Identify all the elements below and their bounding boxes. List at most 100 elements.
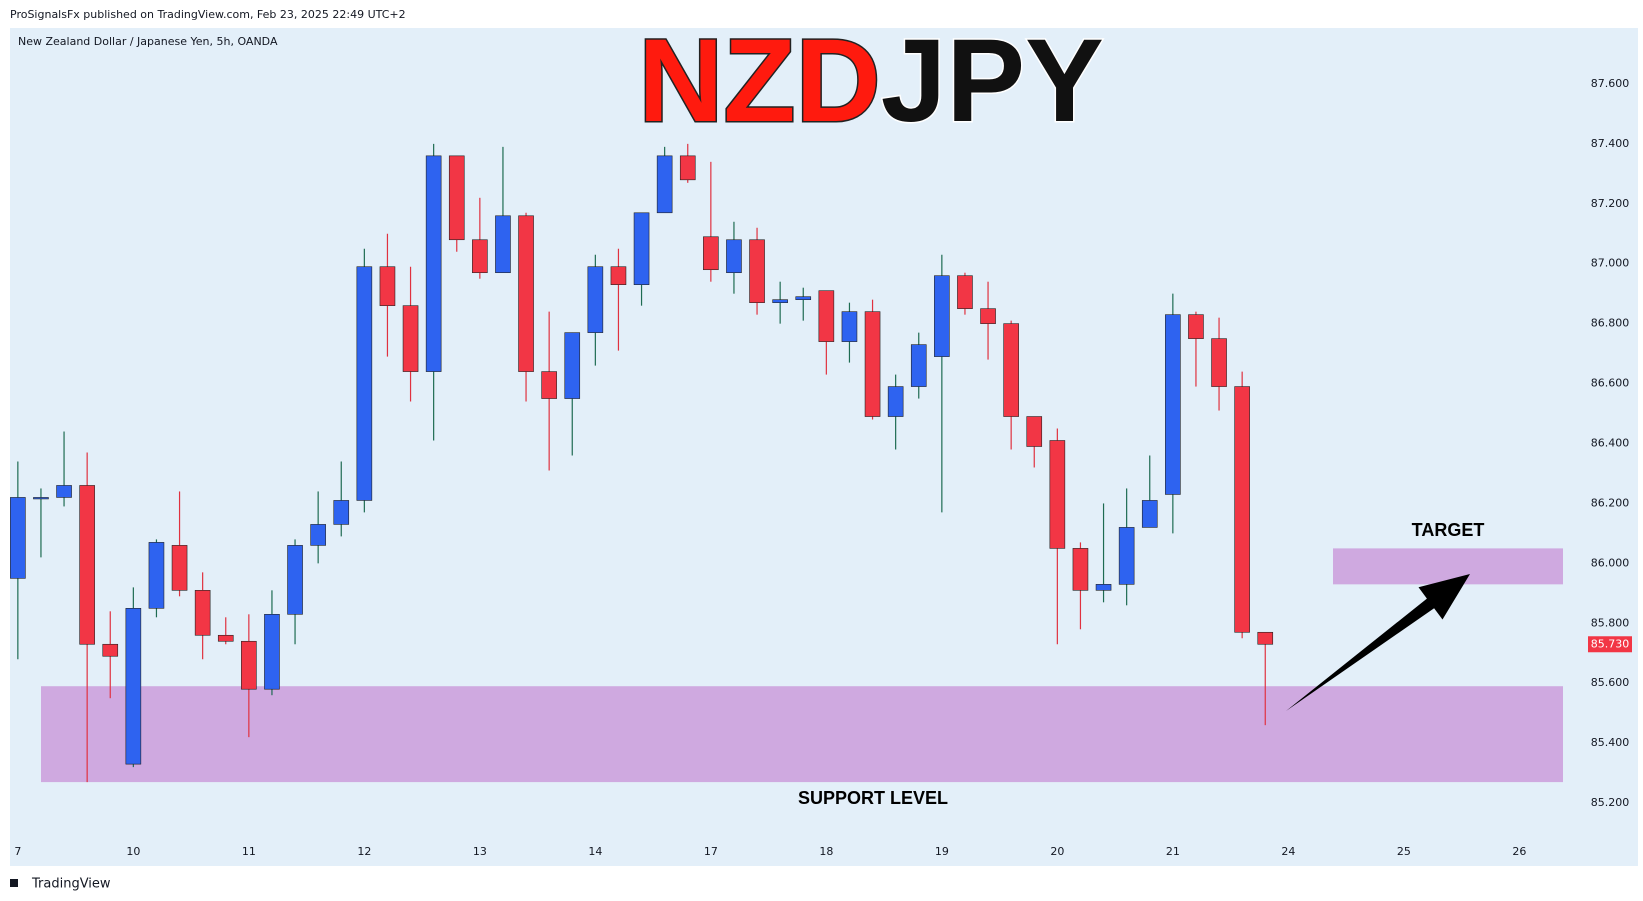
candle-body xyxy=(33,497,49,500)
x-tick-label: 11 xyxy=(242,845,256,858)
candle-body xyxy=(194,590,211,636)
candle-body xyxy=(518,215,534,372)
candle-body xyxy=(448,155,465,241)
y-tick-label: 87.600 xyxy=(1591,77,1630,90)
candle-body xyxy=(541,371,557,399)
candle-body xyxy=(148,542,165,609)
y-tick-label: 86.600 xyxy=(1591,377,1630,390)
candle-body xyxy=(171,545,188,591)
y-tick-label: 86.400 xyxy=(1591,437,1630,450)
candle-body xyxy=(1188,314,1204,339)
y-tick-label: 86.800 xyxy=(1591,317,1630,330)
candles xyxy=(10,143,1274,783)
candle-body xyxy=(1026,416,1043,447)
candle-body xyxy=(957,275,973,309)
candle-body xyxy=(656,155,673,214)
candle-body xyxy=(679,155,696,181)
candle-body xyxy=(425,155,442,372)
x-tick-label: 12 xyxy=(357,845,371,858)
candle-body xyxy=(287,545,303,615)
candle-body xyxy=(495,215,511,274)
candle-body xyxy=(1095,584,1112,591)
publisher-note: ProSignalsFx published on TradingView.co… xyxy=(10,8,406,21)
candle-body xyxy=(217,634,234,642)
x-tick-label: 20 xyxy=(1050,845,1064,858)
candle-body xyxy=(356,266,373,501)
x-tick-label: 19 xyxy=(935,845,949,858)
candle-body xyxy=(841,311,858,342)
x-tick-label: 24 xyxy=(1281,845,1295,858)
zone xyxy=(1333,548,1563,585)
candle-body xyxy=(402,305,419,372)
x-tick-label: 7 xyxy=(14,845,21,858)
y-tick-label: 87.400 xyxy=(1591,137,1630,150)
title-part: JPY xyxy=(881,15,1104,147)
candle-body xyxy=(564,332,581,399)
zones: SUPPORT LEVEL TARGET xyxy=(41,520,1563,808)
y-tick-label: 86.200 xyxy=(1591,496,1630,509)
zone-label: TARGET xyxy=(1412,520,1485,540)
candle-body xyxy=(795,296,812,300)
y-tick-label: 86.000 xyxy=(1591,556,1630,569)
y-tick-label: 85.600 xyxy=(1591,676,1630,689)
candle-body xyxy=(1003,323,1019,417)
y-tick-label: 85.200 xyxy=(1591,796,1630,809)
candle-body xyxy=(772,299,788,303)
y-tick-label: 85.400 xyxy=(1591,736,1630,749)
x-tick-label: 18 xyxy=(819,845,833,858)
candle-body xyxy=(633,212,650,285)
x-tick-label: 10 xyxy=(126,845,140,858)
candle-body xyxy=(703,236,719,271)
x-tick-label: 14 xyxy=(588,845,602,858)
footer: TradingView xyxy=(31,877,111,892)
zone xyxy=(41,686,1563,783)
last-price-tag xyxy=(1588,636,1632,653)
candle-body xyxy=(379,266,396,306)
candle-body xyxy=(887,386,904,417)
title-part: NZD xyxy=(638,15,881,147)
candle-body xyxy=(1072,548,1089,591)
chart-title: NZDJPY xyxy=(638,15,1104,147)
y-tick-label: 87.200 xyxy=(1591,197,1630,210)
candle-body xyxy=(56,485,72,498)
candle-body xyxy=(1165,314,1181,495)
candle-body xyxy=(587,266,604,333)
zone-label: SUPPORT LEVEL xyxy=(798,788,948,808)
candle-body xyxy=(472,239,488,274)
candle-body xyxy=(1141,500,1158,528)
candle-body xyxy=(310,524,326,546)
candle-body xyxy=(102,643,119,657)
logo-mark xyxy=(10,879,18,887)
candle-body xyxy=(264,614,280,690)
arrow xyxy=(1286,574,1470,711)
candle-body xyxy=(1257,631,1274,645)
candle-body xyxy=(980,308,996,324)
candle-body xyxy=(125,608,142,765)
y-tick-label: 85.800 xyxy=(1591,616,1630,629)
x-tick-label: 13 xyxy=(473,845,487,858)
candle-body xyxy=(818,290,835,342)
x-tick-label: 26 xyxy=(1512,845,1526,858)
x-tick-label: 21 xyxy=(1166,845,1180,858)
chart-subtitle: New Zealand Dollar / Japanese Yen, 5h, O… xyxy=(18,35,278,48)
candle-body xyxy=(749,239,765,303)
candle-body xyxy=(1049,440,1066,549)
candle-body xyxy=(79,485,95,645)
candle-body xyxy=(910,344,927,387)
candle-body xyxy=(1211,338,1227,387)
last-price-label: 85.730 xyxy=(1591,637,1630,650)
candle-body xyxy=(934,275,950,357)
candle-body xyxy=(333,500,350,525)
tradingview-logo: TradingView xyxy=(10,877,111,892)
candle-body xyxy=(610,266,627,285)
x-tick-label: 25 xyxy=(1397,845,1411,858)
candle-body xyxy=(241,640,257,690)
candle-body xyxy=(1234,386,1250,633)
candle-body xyxy=(1118,527,1135,585)
candle-body xyxy=(10,497,26,579)
candle-body xyxy=(864,311,881,417)
x-tick-label: 17 xyxy=(704,845,718,858)
candle-body xyxy=(726,239,742,274)
